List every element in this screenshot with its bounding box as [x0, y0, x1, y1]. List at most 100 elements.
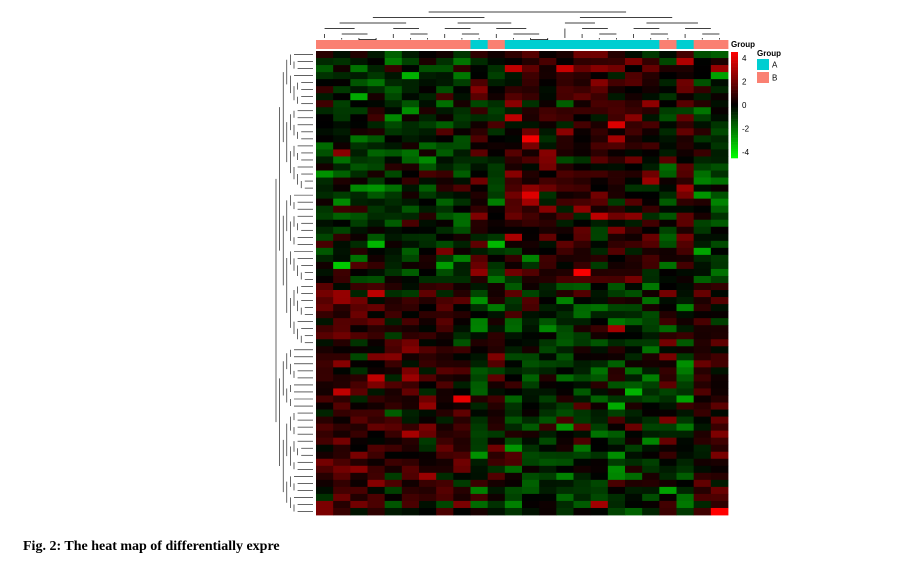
heatmap-cell	[316, 339, 334, 347]
heatmap-cell	[676, 219, 695, 228]
heatmap-cell	[453, 100, 471, 108]
heatmap-cell	[642, 304, 660, 312]
heatmap-cell	[436, 233, 454, 242]
heatmap-cell	[710, 444, 729, 453]
heatmap-cell	[710, 423, 729, 432]
heatmap-cell	[419, 395, 437, 403]
heatmap-cell	[401, 416, 420, 425]
heatmap-cell	[642, 444, 660, 453]
heatmap-cell	[367, 128, 386, 136]
heatmap-cell	[367, 254, 386, 263]
heatmap-cell	[676, 353, 695, 361]
colorbar-segment	[731, 129, 738, 132]
colorbar-segment	[731, 119, 738, 122]
colorbar-segment	[731, 57, 738, 60]
heatmap-cell	[642, 247, 660, 256]
heatmap-cell	[522, 142, 540, 150]
heatmap-cell	[693, 170, 712, 178]
heatmap-cell	[333, 212, 351, 221]
heatmap-cell	[573, 212, 592, 221]
heatmap-cell	[367, 198, 386, 207]
heatmap-cell	[333, 472, 351, 481]
heatmap-cell	[436, 465, 454, 474]
heatmap-cell	[487, 268, 506, 277]
colorbar-segment	[731, 149, 738, 152]
heatmap-cell	[625, 177, 643, 185]
heatmap-cell	[367, 507, 386, 516]
heatmap-cell	[539, 451, 557, 460]
heatmap-cell	[401, 486, 420, 495]
heatmap-cell	[401, 409, 420, 417]
heatmap-cell	[350, 297, 368, 305]
heatmap-cell	[539, 325, 557, 333]
heatmap-cell	[539, 367, 557, 375]
heatmap-cell	[590, 177, 609, 185]
heatmap-cell	[556, 458, 574, 467]
colorbar-segment	[731, 150, 738, 153]
heatmap-cell	[522, 268, 540, 277]
heatmap-cell	[607, 177, 626, 185]
heatmap-cell	[625, 51, 643, 59]
heatmap-cell	[350, 177, 368, 185]
heatmap-cell	[419, 507, 437, 516]
heatmap-cell	[625, 240, 643, 249]
heatmap-cell	[436, 332, 454, 340]
heatmap-cell	[590, 226, 609, 235]
heatmap-cell	[436, 121, 454, 129]
heatmap-cell	[642, 107, 660, 115]
heatmap-cell	[419, 465, 437, 474]
heatmap-cell	[676, 65, 695, 73]
heatmap-cell	[539, 191, 557, 200]
heatmap-cell	[556, 493, 574, 502]
heatmap-cell	[659, 163, 677, 171]
heatmap-cell	[316, 416, 334, 425]
heatmap-cell	[384, 275, 403, 284]
heatmap-cell	[419, 486, 437, 495]
heatmap-cell	[470, 205, 489, 214]
heatmap-cell	[436, 381, 454, 389]
heatmap-cell	[367, 479, 386, 488]
group-annotation-cell	[625, 40, 643, 49]
heatmap-cell	[384, 360, 403, 368]
colorbar-segment	[731, 133, 738, 136]
heatmap-cell	[676, 191, 695, 200]
heatmap-cell	[401, 233, 420, 242]
heatmap-cell	[436, 297, 454, 305]
heatmap-cell	[350, 486, 368, 495]
heatmap-cell	[487, 430, 506, 439]
heatmap-cell	[470, 86, 489, 94]
heatmap-cell	[693, 254, 712, 263]
heatmap-cell	[419, 325, 437, 333]
heatmap-cell	[693, 402, 712, 410]
heatmap-cell	[710, 409, 729, 417]
heatmap-cell	[539, 226, 557, 235]
heatmap-cell	[556, 275, 574, 284]
heatmap-cell	[539, 86, 557, 94]
heatmap-cell	[504, 51, 523, 59]
heatmap-cell	[693, 332, 712, 340]
heatmap-cell	[573, 135, 592, 143]
heatmap-cell	[539, 184, 557, 193]
heatmap-cell	[453, 198, 471, 207]
heatmap-cell	[367, 283, 386, 291]
heatmap-cell	[659, 100, 677, 108]
heatmap-cell	[333, 163, 351, 171]
heatmap-cell	[504, 346, 523, 354]
heatmap-cell	[487, 198, 506, 207]
heatmap-cell	[367, 339, 386, 347]
heatmap-cell	[539, 388, 557, 396]
heatmap-cell	[333, 346, 351, 354]
heatmap-cell	[367, 493, 386, 502]
heatmap-cell	[625, 500, 643, 509]
heatmap-cell	[590, 444, 609, 453]
heatmap-cell	[470, 346, 489, 354]
heatmap-cell	[539, 381, 557, 389]
heatmap-cell	[693, 114, 712, 122]
heatmap-cell	[710, 325, 729, 333]
heatmap-cell	[384, 451, 403, 460]
heatmap-cell	[710, 226, 729, 235]
group-annotation-bar	[316, 40, 729, 49]
heatmap-cell	[453, 240, 471, 249]
heatmap-cell	[590, 142, 609, 150]
heatmap-cell	[487, 142, 506, 150]
